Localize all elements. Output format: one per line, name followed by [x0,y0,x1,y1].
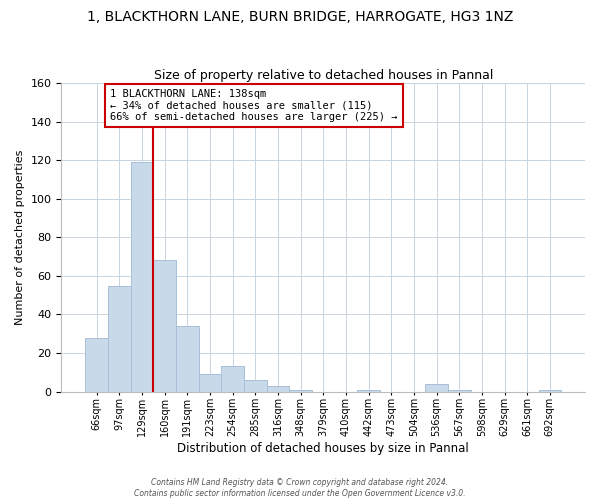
Bar [108,286,131,392]
Text: 1, BLACKTHORN LANE, BURN BRIDGE, HARROGATE, HG3 1NZ: 1, BLACKTHORN LANE, BURN BRIDGE, HARROGA… [87,10,513,24]
Bar [289,390,312,392]
Bar [85,338,108,392]
Title: Size of property relative to detached houses in Pannal: Size of property relative to detached ho… [154,69,493,82]
Y-axis label: Number of detached properties: Number of detached properties [15,150,25,325]
Bar [425,384,448,392]
X-axis label: Distribution of detached houses by size in Pannal: Distribution of detached houses by size … [178,442,469,455]
Bar [153,260,176,392]
Bar [221,366,244,392]
Bar [357,390,380,392]
Bar [176,326,199,392]
Text: 1 BLACKTHORN LANE: 138sqm
← 34% of detached houses are smaller (115)
66% of semi: 1 BLACKTHORN LANE: 138sqm ← 34% of detac… [110,89,398,122]
Bar [131,162,153,392]
Bar [266,386,289,392]
Bar [199,374,221,392]
Bar [244,380,266,392]
Bar [539,390,561,392]
Text: Contains HM Land Registry data © Crown copyright and database right 2024.
Contai: Contains HM Land Registry data © Crown c… [134,478,466,498]
Bar [448,390,470,392]
